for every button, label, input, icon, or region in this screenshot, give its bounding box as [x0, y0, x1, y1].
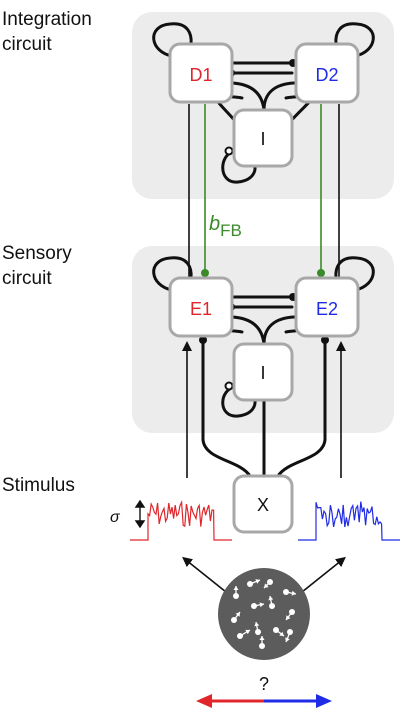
excitatory-terminal: [199, 336, 207, 344]
inhibitory-terminal: [224, 146, 234, 156]
node-d1-label: D1: [189, 65, 212, 85]
dot-arrowhead: [255, 579, 260, 584]
dot-arrowhead: [291, 590, 296, 596]
dot-arrowhead: [259, 636, 265, 640]
inhibitory-terminal: [224, 381, 234, 391]
node-x-label: X: [257, 495, 269, 515]
dot-arrowhead: [264, 583, 269, 588]
direction-arrow-icon: [196, 694, 332, 708]
node-d2-label: D2: [315, 65, 338, 85]
integration-label-line1: Integration: [2, 9, 92, 30]
feedback-terminal-right: [317, 269, 325, 277]
disc-to-left-arrow: [182, 556, 227, 593]
dot-arrowhead: [279, 631, 284, 636]
descending-connections: [188, 104, 340, 282]
feedback-connections: [204, 104, 322, 272]
node-x: X: [232, 474, 294, 534]
disc-to-right-arrow: [301, 556, 346, 593]
dot-arrowhead: [285, 637, 290, 642]
node-d2: D2: [294, 42, 360, 104]
sigma-label: σ: [110, 509, 121, 526]
node-d1: D1: [168, 42, 234, 104]
node-i-bottom-label: I: [260, 363, 265, 383]
dot-arrowhead: [259, 602, 264, 608]
node-e1: E1: [168, 276, 234, 338]
excitatory-terminal: [321, 336, 329, 344]
node-e1-label: E1: [190, 299, 212, 319]
node-i-bottom: I: [232, 342, 294, 402]
dot-arrowhead: [233, 586, 239, 590]
node-e2-label: E2: [316, 299, 338, 319]
dot-arrowhead: [245, 629, 250, 635]
dot-arrowhead: [235, 612, 240, 617]
feedback-strength-label: bFB: [209, 213, 242, 240]
node-i-top: I: [232, 108, 294, 168]
integration-label-line2: circuit: [2, 34, 52, 55]
dot-arrowhead: [254, 622, 260, 627]
double-arrow-icon: [134, 499, 146, 529]
feedback-label-subscript: FB: [220, 221, 242, 240]
sensory-label-line2: circuit: [2, 268, 52, 289]
dot-arrowhead: [286, 615, 291, 620]
feedback-label-base: b: [209, 213, 220, 235]
dot-arrowhead: [268, 596, 274, 601]
feedback-terminal-left: [201, 269, 209, 277]
sensory-label-line1: Sensory: [2, 243, 72, 264]
moving-dots: [231, 579, 297, 649]
stimulus-label: Stimulus: [2, 475, 75, 496]
node-i-top-label: I: [260, 129, 265, 149]
node-e2: E2: [294, 276, 360, 338]
stimulus-trace-right: [298, 501, 400, 541]
stimulus-trace-left: [130, 500, 232, 541]
question-label: ?: [259, 674, 269, 694]
